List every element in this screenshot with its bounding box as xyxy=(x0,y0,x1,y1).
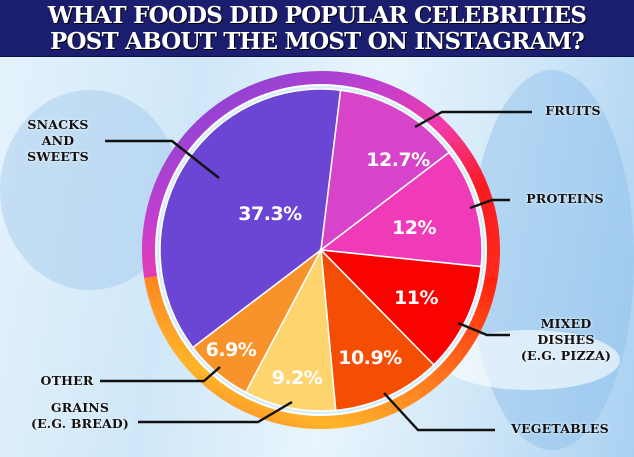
callout-label-grains: GRAINS (E.G. BREAD) xyxy=(25,400,135,432)
value-label-other: 6.9% xyxy=(206,339,257,361)
label-line: SWEETS xyxy=(27,149,89,164)
value-label-mixed-dishes: 11% xyxy=(394,287,438,309)
pie-slice-grains xyxy=(244,247,337,412)
chart-title-line-1: WHAT FOODS DID POPULAR CELEBRITIES xyxy=(47,2,587,29)
label-line: OTHER xyxy=(40,373,94,388)
chart-title: WHAT FOODS DID POPULAR CELEBRITIES POST … xyxy=(0,0,634,57)
label-line: (E.G. PIZZA) xyxy=(520,348,612,363)
value-label-snacks-and-sweets: 37.3% xyxy=(238,203,302,225)
label-line: VEGETABLES xyxy=(511,421,609,436)
leader-line-grains xyxy=(138,400,293,424)
label-line: GRAINS xyxy=(50,400,110,415)
label-line: (E.G. BREAD) xyxy=(30,416,130,431)
callout-label-mixed-dishes: MIXED DISHES (E.G. PIZZA) xyxy=(516,316,616,364)
leader-line-fruits xyxy=(414,110,532,129)
leader-line-mixed-dishes xyxy=(457,321,510,337)
value-label-vegetables: 10.9% xyxy=(338,347,402,369)
leader-line-snacks-and-sweets xyxy=(105,139,220,179)
pie-slice-snacks-and-sweets xyxy=(159,88,342,349)
label-line: PROTEINS xyxy=(526,191,604,206)
label-line: DISHES xyxy=(537,332,595,347)
callout-label-fruits: FRUITS xyxy=(538,103,608,119)
pie-slice-vegetables xyxy=(320,247,435,412)
value-label-proteins: 12% xyxy=(392,217,436,239)
label-line: SNACKS xyxy=(27,117,89,132)
leader-line-other xyxy=(100,366,221,383)
label-line: AND xyxy=(41,133,75,148)
pie-slice-mixed-dishes xyxy=(319,249,482,366)
outer-ring-top xyxy=(142,71,500,282)
leader-line-vegetables xyxy=(383,392,495,432)
leader-line-proteins xyxy=(469,198,510,210)
pie-slice-fruits xyxy=(320,89,451,252)
value-label-fruits: 12.7% xyxy=(366,149,430,171)
callout-label-vegetables: VEGETABLES xyxy=(500,421,620,437)
callout-label-proteins: PROTEINS xyxy=(520,191,610,207)
chart-title-line-2: POST ABOUT THE MOST ON INSTAGRAM? xyxy=(50,28,585,55)
callout-label-other: OTHER xyxy=(32,373,102,389)
label-line: FRUITS xyxy=(545,103,601,118)
outer-ring-bottom xyxy=(144,275,498,429)
pie-slice-other xyxy=(191,249,322,394)
label-line: MIXED xyxy=(540,316,592,331)
value-label-grains: 9.2% xyxy=(272,367,323,389)
callout-label-snacks-and-sweets: SNACKS AND SWEETS xyxy=(18,117,98,165)
